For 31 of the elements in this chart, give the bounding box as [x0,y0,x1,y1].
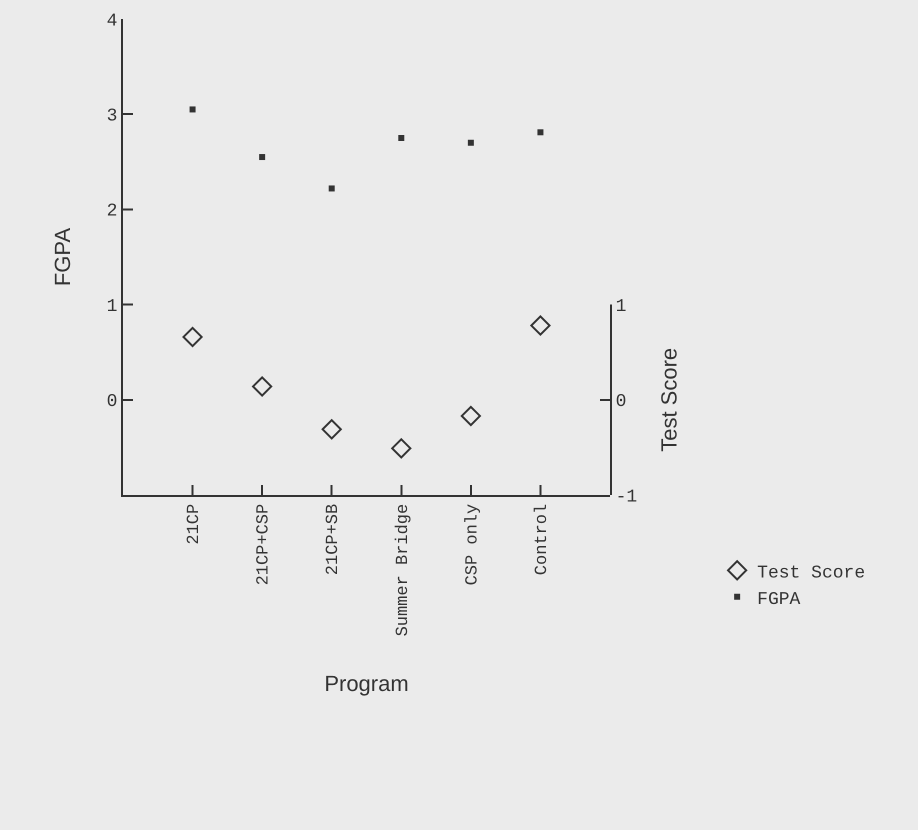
y2-axis-title: Test Score [656,348,682,452]
point [530,315,551,336]
legend-label: Test Score [757,563,866,584]
x-axis-title: Program [324,670,409,696]
y2-tick-label: 1 [616,296,626,317]
point [468,140,474,146]
y-tick-label: 0 [106,392,118,412]
point [252,376,272,397]
y-tick-label: 2 [106,202,118,222]
x-tick-label: 21CP [185,504,204,545]
point [328,185,335,192]
point [398,135,404,141]
y2-tick-label: -1 [616,487,638,508]
point [190,106,196,112]
point [322,419,342,440]
point [259,154,266,160]
y-axis-title: FGPA [50,228,75,286]
point [182,326,203,348]
x-tick-label: CSP only [463,504,482,586]
y2-tick-label: 0 [616,392,626,412]
y-tick-label: 3 [106,106,118,126]
x-tick-label: 21CP+SB [324,504,344,576]
y-tick-label: 1 [106,296,118,317]
point [537,129,544,136]
x-tick-label: Control [532,504,552,576]
point [391,438,412,458]
x-tick-label: 21CP+CSP [254,504,274,586]
x-tick-label: Summer Bridge [394,504,413,636]
y-tick-label: 4 [106,11,118,32]
legend-label: FGPA [757,590,801,610]
point [460,406,481,426]
